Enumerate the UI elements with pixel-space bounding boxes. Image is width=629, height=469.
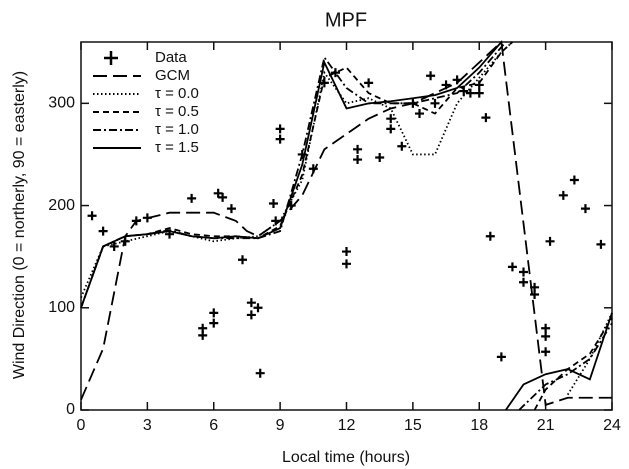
- data-point: [386, 124, 396, 134]
- data-point: [246, 298, 256, 308]
- x-tick-label: 18: [470, 417, 488, 434]
- series-line: [80, 41, 613, 411]
- data-point: [465, 88, 475, 98]
- legend-label: τ = 0.0: [155, 85, 199, 102]
- data-point: [386, 114, 396, 124]
- legend-marker: [104, 51, 118, 65]
- data-point: [426, 71, 436, 81]
- data-point: [109, 241, 119, 251]
- data-point: [430, 98, 440, 108]
- data-point: [353, 155, 363, 165]
- series-line: [80, 40, 612, 407]
- legend-label: τ = 1.0: [155, 121, 199, 138]
- data-point: [519, 277, 528, 287]
- legend-label: Data: [155, 49, 187, 66]
- x-tick-label: 3: [143, 417, 152, 434]
- data-point: [226, 204, 236, 214]
- data-point: [474, 88, 484, 98]
- data-point: [275, 124, 285, 134]
- data-point: [496, 352, 506, 362]
- data-point: [187, 193, 197, 203]
- data-point: [485, 231, 495, 241]
- data-point: [342, 247, 351, 257]
- y-tick-label: 300: [48, 95, 75, 112]
- data-point: [580, 204, 590, 214]
- data-point: [541, 331, 551, 341]
- legend-label: τ = 1.5: [155, 139, 199, 156]
- x-axis-label: Local time (hours): [282, 449, 410, 466]
- chart-title: MPF: [325, 9, 367, 31]
- data-point: [375, 153, 385, 163]
- data-point: [545, 236, 555, 246]
- data-point: [541, 347, 551, 357]
- data-point: [353, 144, 363, 154]
- data-point: [209, 308, 219, 318]
- x-tick-label: 24: [603, 417, 621, 434]
- data-point: [507, 262, 517, 272]
- x-tick-label: 12: [338, 417, 356, 434]
- data-point: [459, 86, 469, 96]
- data-point: [569, 175, 579, 185]
- data-point: [87, 211, 97, 221]
- data-point: [330, 68, 340, 78]
- data-point: [481, 113, 491, 123]
- data-point: [530, 289, 540, 299]
- data-point: [246, 310, 256, 320]
- legend-label: GCM: [155, 67, 190, 84]
- data-point: [519, 267, 528, 277]
- data-point: [415, 109, 425, 119]
- x-tick-label: 21: [537, 417, 555, 434]
- data-point: [397, 141, 407, 151]
- data-point: [218, 192, 228, 202]
- data-point: [275, 134, 285, 144]
- x-tick-label: 6: [209, 417, 218, 434]
- x-tick-label: 15: [404, 417, 422, 434]
- y-tick-label: 100: [48, 299, 75, 316]
- data-point: [541, 323, 551, 333]
- data-point: [255, 368, 265, 378]
- data-point: [342, 259, 351, 269]
- data-point: [238, 255, 248, 265]
- data-point: [364, 78, 374, 88]
- series-line: [80, 41, 613, 396]
- data-point: [596, 239, 606, 249]
- data-point: [268, 199, 278, 209]
- data-point: [253, 303, 263, 313]
- y-axis-label: Wind Direction (0 = northerly, 90 = east…: [11, 71, 28, 379]
- y-tick-label: 200: [48, 197, 75, 214]
- data-point: [209, 318, 219, 328]
- x-tick-label: 9: [276, 417, 285, 434]
- data-point: [558, 190, 568, 200]
- data-point: [198, 323, 208, 333]
- y-tick-label: 0: [66, 401, 75, 418]
- x-tick-label: 0: [77, 417, 86, 434]
- data-point: [98, 226, 108, 236]
- legend-label: τ = 0.5: [155, 103, 199, 120]
